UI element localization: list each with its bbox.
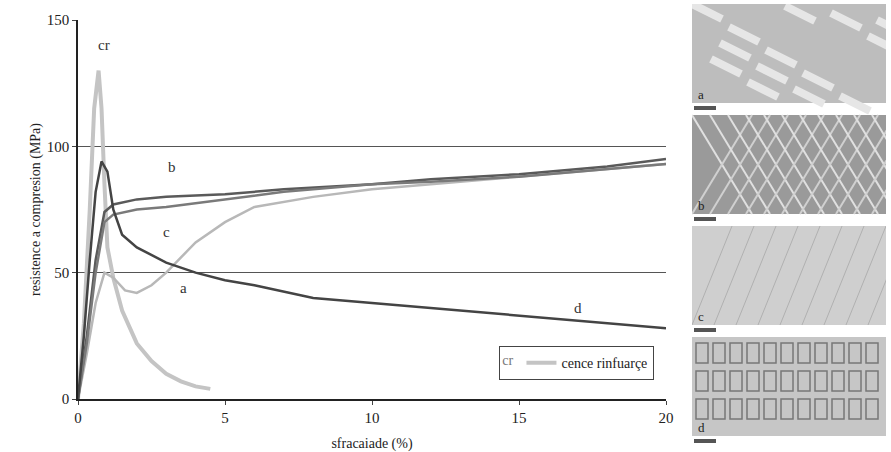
svg-text:a: a (180, 280, 187, 296)
svg-text:c: c (163, 224, 170, 240)
svg-text:50: 50 (54, 265, 69, 281)
svg-text:100: 100 (47, 139, 70, 155)
svg-text:5: 5 (221, 410, 229, 426)
svg-text:0: 0 (62, 391, 70, 407)
svg-text:d: d (698, 420, 705, 435)
svg-text:d: d (574, 300, 582, 316)
svg-text:cr: cr (502, 353, 513, 368)
svg-text:a: a (698, 87, 704, 102)
svg-text:cence rinfuarçe: cence rinfuarçe (561, 356, 647, 371)
svg-text:10: 10 (365, 410, 380, 426)
svg-text:0: 0 (74, 410, 82, 426)
svg-text:b: b (698, 198, 705, 213)
svg-text:c: c (698, 309, 704, 324)
svg-text:15: 15 (512, 410, 527, 426)
svg-text:sfracaiade (%): sfracaiade (%) (331, 436, 413, 452)
svg-text:b: b (168, 159, 176, 175)
svg-text:150: 150 (47, 12, 70, 28)
svg-text:cr: cr (98, 37, 110, 53)
svg-text:20: 20 (659, 410, 674, 426)
svg-text:resistence a compresion (MPa): resistence a compresion (MPa) (28, 123, 44, 296)
